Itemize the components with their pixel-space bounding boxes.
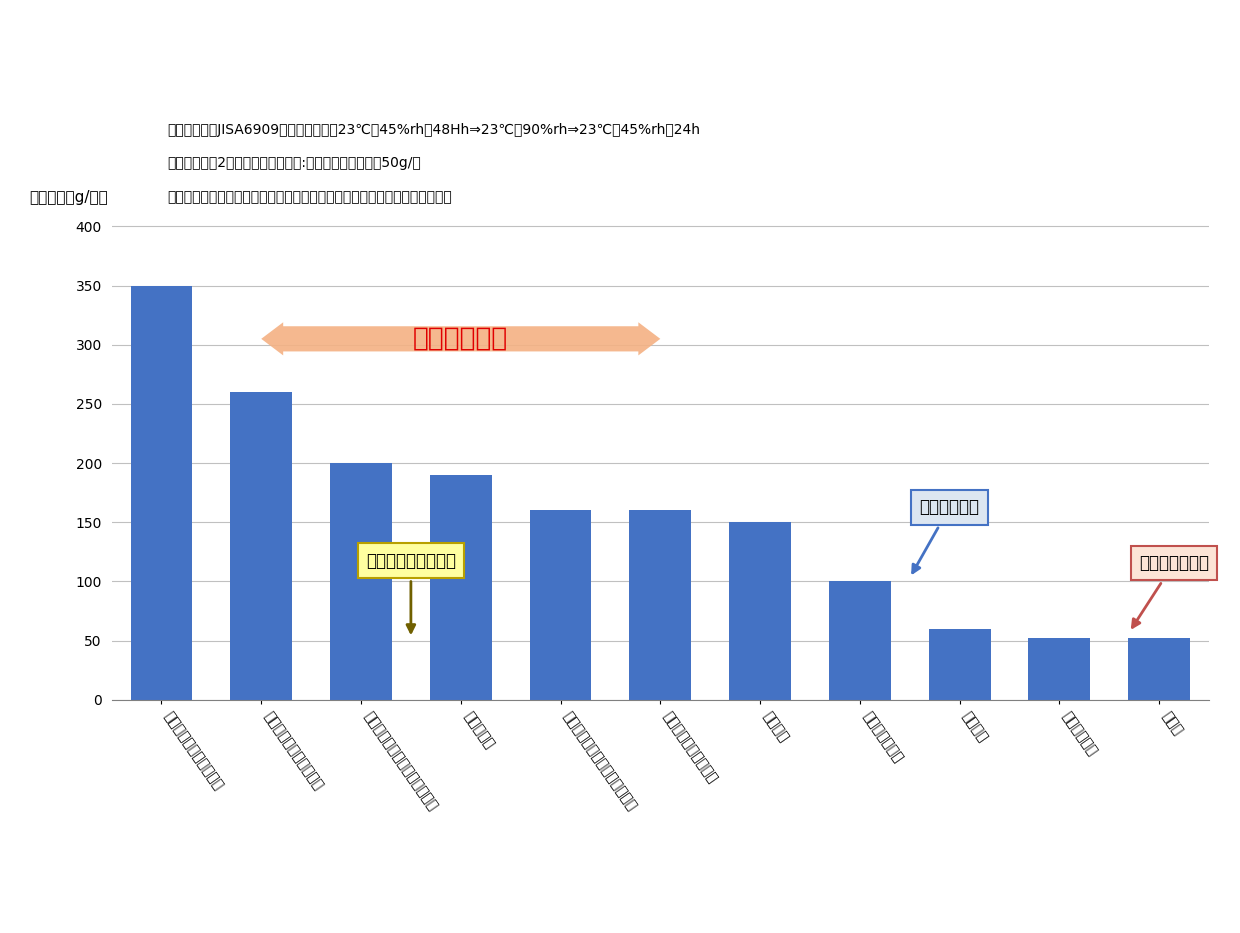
Text: ・塗り厚さ：2㎜　石膏ボード下地:石膏ボードの調湿性50g/㎡: ・塗り厚さ：2㎜ 石膏ボード下地:石膏ボードの調湿性50g/㎡ bbox=[167, 156, 422, 170]
Bar bbox=[330, 463, 392, 700]
Bar bbox=[529, 510, 591, 700]
Bar bbox=[130, 285, 192, 700]
Polygon shape bbox=[262, 322, 661, 355]
Bar bbox=[1028, 638, 1090, 700]
Bar bbox=[231, 392, 293, 700]
Text: ・試験方法：JISA6909準拠　・条件：23℃、45%rh、48Hh⇒23℃、90%rh⇒23℃、45%rh、24h: ・試験方法：JISA6909準拠 ・条件：23℃、45%rh、48Hh⇒23℃、… bbox=[167, 122, 701, 136]
Bar bbox=[630, 510, 691, 700]
Bar bbox=[828, 581, 890, 700]
Bar bbox=[1128, 638, 1190, 700]
Text: ・テスト場所：滋賀県立工業技術センター　　・実施者：㈱自然素材研究所: ・テスト場所：滋賀県立工業技術センター ・実施者：㈱自然素材研究所 bbox=[167, 189, 453, 203]
Text: 調湿性能（g/㎡）: 調湿性能（g/㎡） bbox=[30, 190, 108, 205]
Bar bbox=[929, 629, 991, 700]
Bar bbox=[430, 475, 492, 700]
Text: 調湿塗り壁材の調湿性能比較: 調湿塗り壁材の調湿性能比較 bbox=[458, 28, 782, 70]
Text: 稚内珪藻土系: 稚内珪藻土系 bbox=[413, 326, 508, 352]
Text: 白色珪藻土系: 白色珪藻土系 bbox=[913, 498, 980, 573]
Text: 石膏ボードの調湿性: 石膏ボードの調湿性 bbox=[366, 551, 456, 633]
Text: 漆喰、シラス系: 漆喰、シラス系 bbox=[1132, 554, 1209, 627]
Bar bbox=[729, 522, 791, 700]
